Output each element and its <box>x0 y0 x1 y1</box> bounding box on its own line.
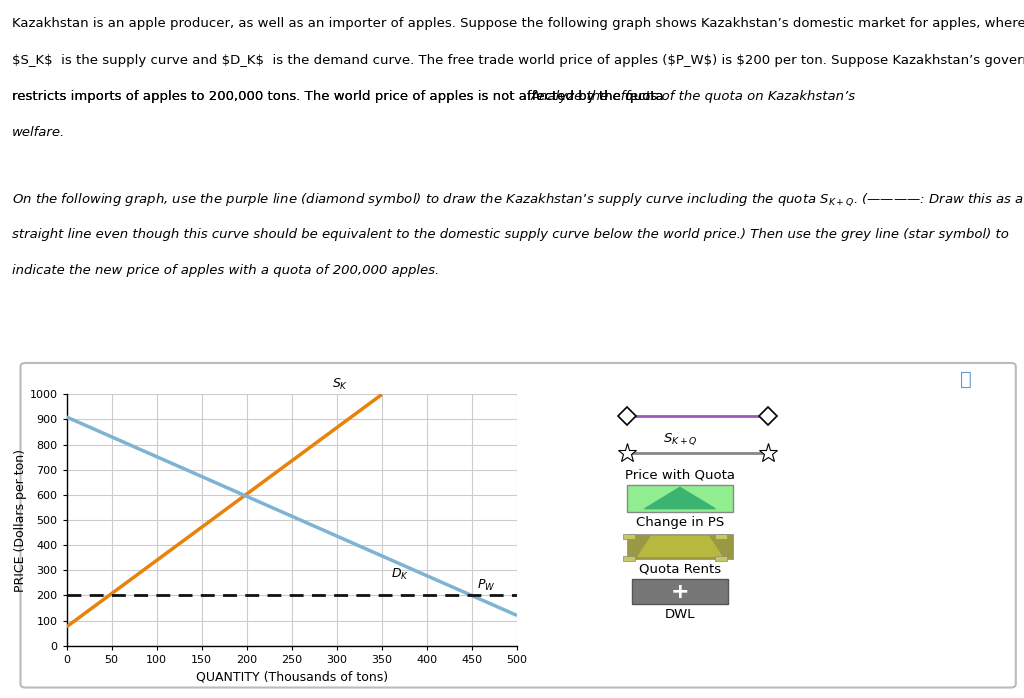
Text: $D_K$: $D_K$ <box>391 567 409 581</box>
Text: DWL: DWL <box>665 609 695 621</box>
FancyBboxPatch shape <box>627 485 733 512</box>
Text: Kazakhstan is an apple producer, as well as an importer of apples. Suppose the f: Kazakhstan is an apple producer, as well… <box>12 17 1024 31</box>
Polygon shape <box>645 487 715 509</box>
Text: Change in PS: Change in PS <box>636 517 724 529</box>
Text: straight line even though this curve should be equivalent to the domestic supply: straight line even though this curve sho… <box>12 228 1010 241</box>
Text: On the following graph, use the purple line (diamond symbol) to draw the Kazakhs: On the following graph, use the purple l… <box>12 192 1024 209</box>
Text: restricts imports of apples to 200,000 tons. The world price of apples is not af: restricts imports of apples to 200,000 t… <box>12 90 871 103</box>
Text: Price with Quota: Price with Quota <box>625 468 735 482</box>
Text: indicate the new price of apples with a quota of 200,000 apples.: indicate the new price of apples with a … <box>12 265 439 277</box>
FancyBboxPatch shape <box>623 556 635 561</box>
Text: +: + <box>671 581 689 602</box>
Text: Analyze the effects of the quota on Kazakhstan’s: Analyze the effects of the quota on Kaza… <box>530 90 856 103</box>
Text: ⓘ: ⓘ <box>959 370 972 389</box>
FancyBboxPatch shape <box>627 534 733 559</box>
Text: restricts imports of apples to 200,000 tons. The world price of apples is not af: restricts imports of apples to 200,000 t… <box>12 90 673 103</box>
FancyBboxPatch shape <box>632 579 728 604</box>
Polygon shape <box>638 536 722 556</box>
Text: welfare.: welfare. <box>12 126 66 140</box>
X-axis label: QUANTITY (Thousands of tons): QUANTITY (Thousands of tons) <box>196 670 388 683</box>
Text: $P_W$: $P_W$ <box>476 578 495 593</box>
Text: $S_K$: $S_K$ <box>333 377 348 392</box>
FancyBboxPatch shape <box>623 534 635 540</box>
Y-axis label: PRICE (Dollars per ton): PRICE (Dollars per ton) <box>13 449 27 591</box>
Text: restricts imports of apples to 200,000 tons. The world price of apples is not af: restricts imports of apples to 200,000 t… <box>12 90 673 103</box>
Text: Quota Rents: Quota Rents <box>639 563 721 576</box>
FancyBboxPatch shape <box>715 534 727 540</box>
FancyBboxPatch shape <box>715 556 727 561</box>
Text: $S_{K+Q}$: $S_{K+Q}$ <box>663 431 697 447</box>
Text: $S_K$  is the supply curve and $D_K$  is the demand curve. The free trade world : $S_K$ is the supply curve and $D_K$ is t… <box>12 54 1024 67</box>
